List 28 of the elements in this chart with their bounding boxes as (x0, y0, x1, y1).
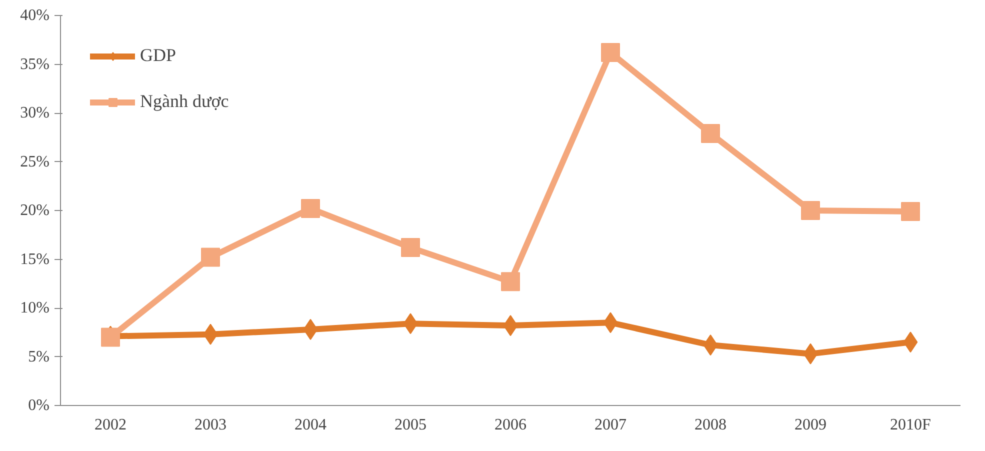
x-tick-label: 2005 (394, 416, 426, 434)
y-tick-label: 15% (20, 250, 50, 268)
point (601, 43, 620, 62)
x-tick-label: 2003 (194, 416, 226, 434)
y-tick-label: 35% (20, 56, 50, 73)
x-tick-label: 2008 (694, 416, 726, 434)
y-tick-label: 40% (20, 7, 50, 24)
y-tick-label: 30% (20, 104, 50, 122)
point (701, 124, 720, 143)
y-tick-label: 25% (20, 153, 50, 170)
y-tick-label: 5% (28, 348, 50, 366)
y-tick-label: 10% (20, 300, 50, 316)
point (801, 201, 820, 220)
y-tick-label: 0% (28, 397, 50, 414)
legend-label: GDP (140, 45, 176, 66)
point (201, 248, 220, 267)
point (901, 202, 920, 221)
point (301, 199, 320, 218)
x-tick-label: 2010F (890, 416, 932, 434)
legend-label: Ngành dược (140, 91, 229, 112)
point (501, 272, 520, 292)
x-tick-label: 2002 (94, 416, 126, 434)
point (401, 238, 420, 258)
x-tick-label: 2009 (794, 416, 826, 434)
x-tick-label: 2004 (294, 416, 326, 434)
x-tick-label: 2007 (594, 416, 626, 434)
x-tick-label: 2006 (494, 416, 526, 434)
y-tick-label: 20% (20, 202, 50, 219)
